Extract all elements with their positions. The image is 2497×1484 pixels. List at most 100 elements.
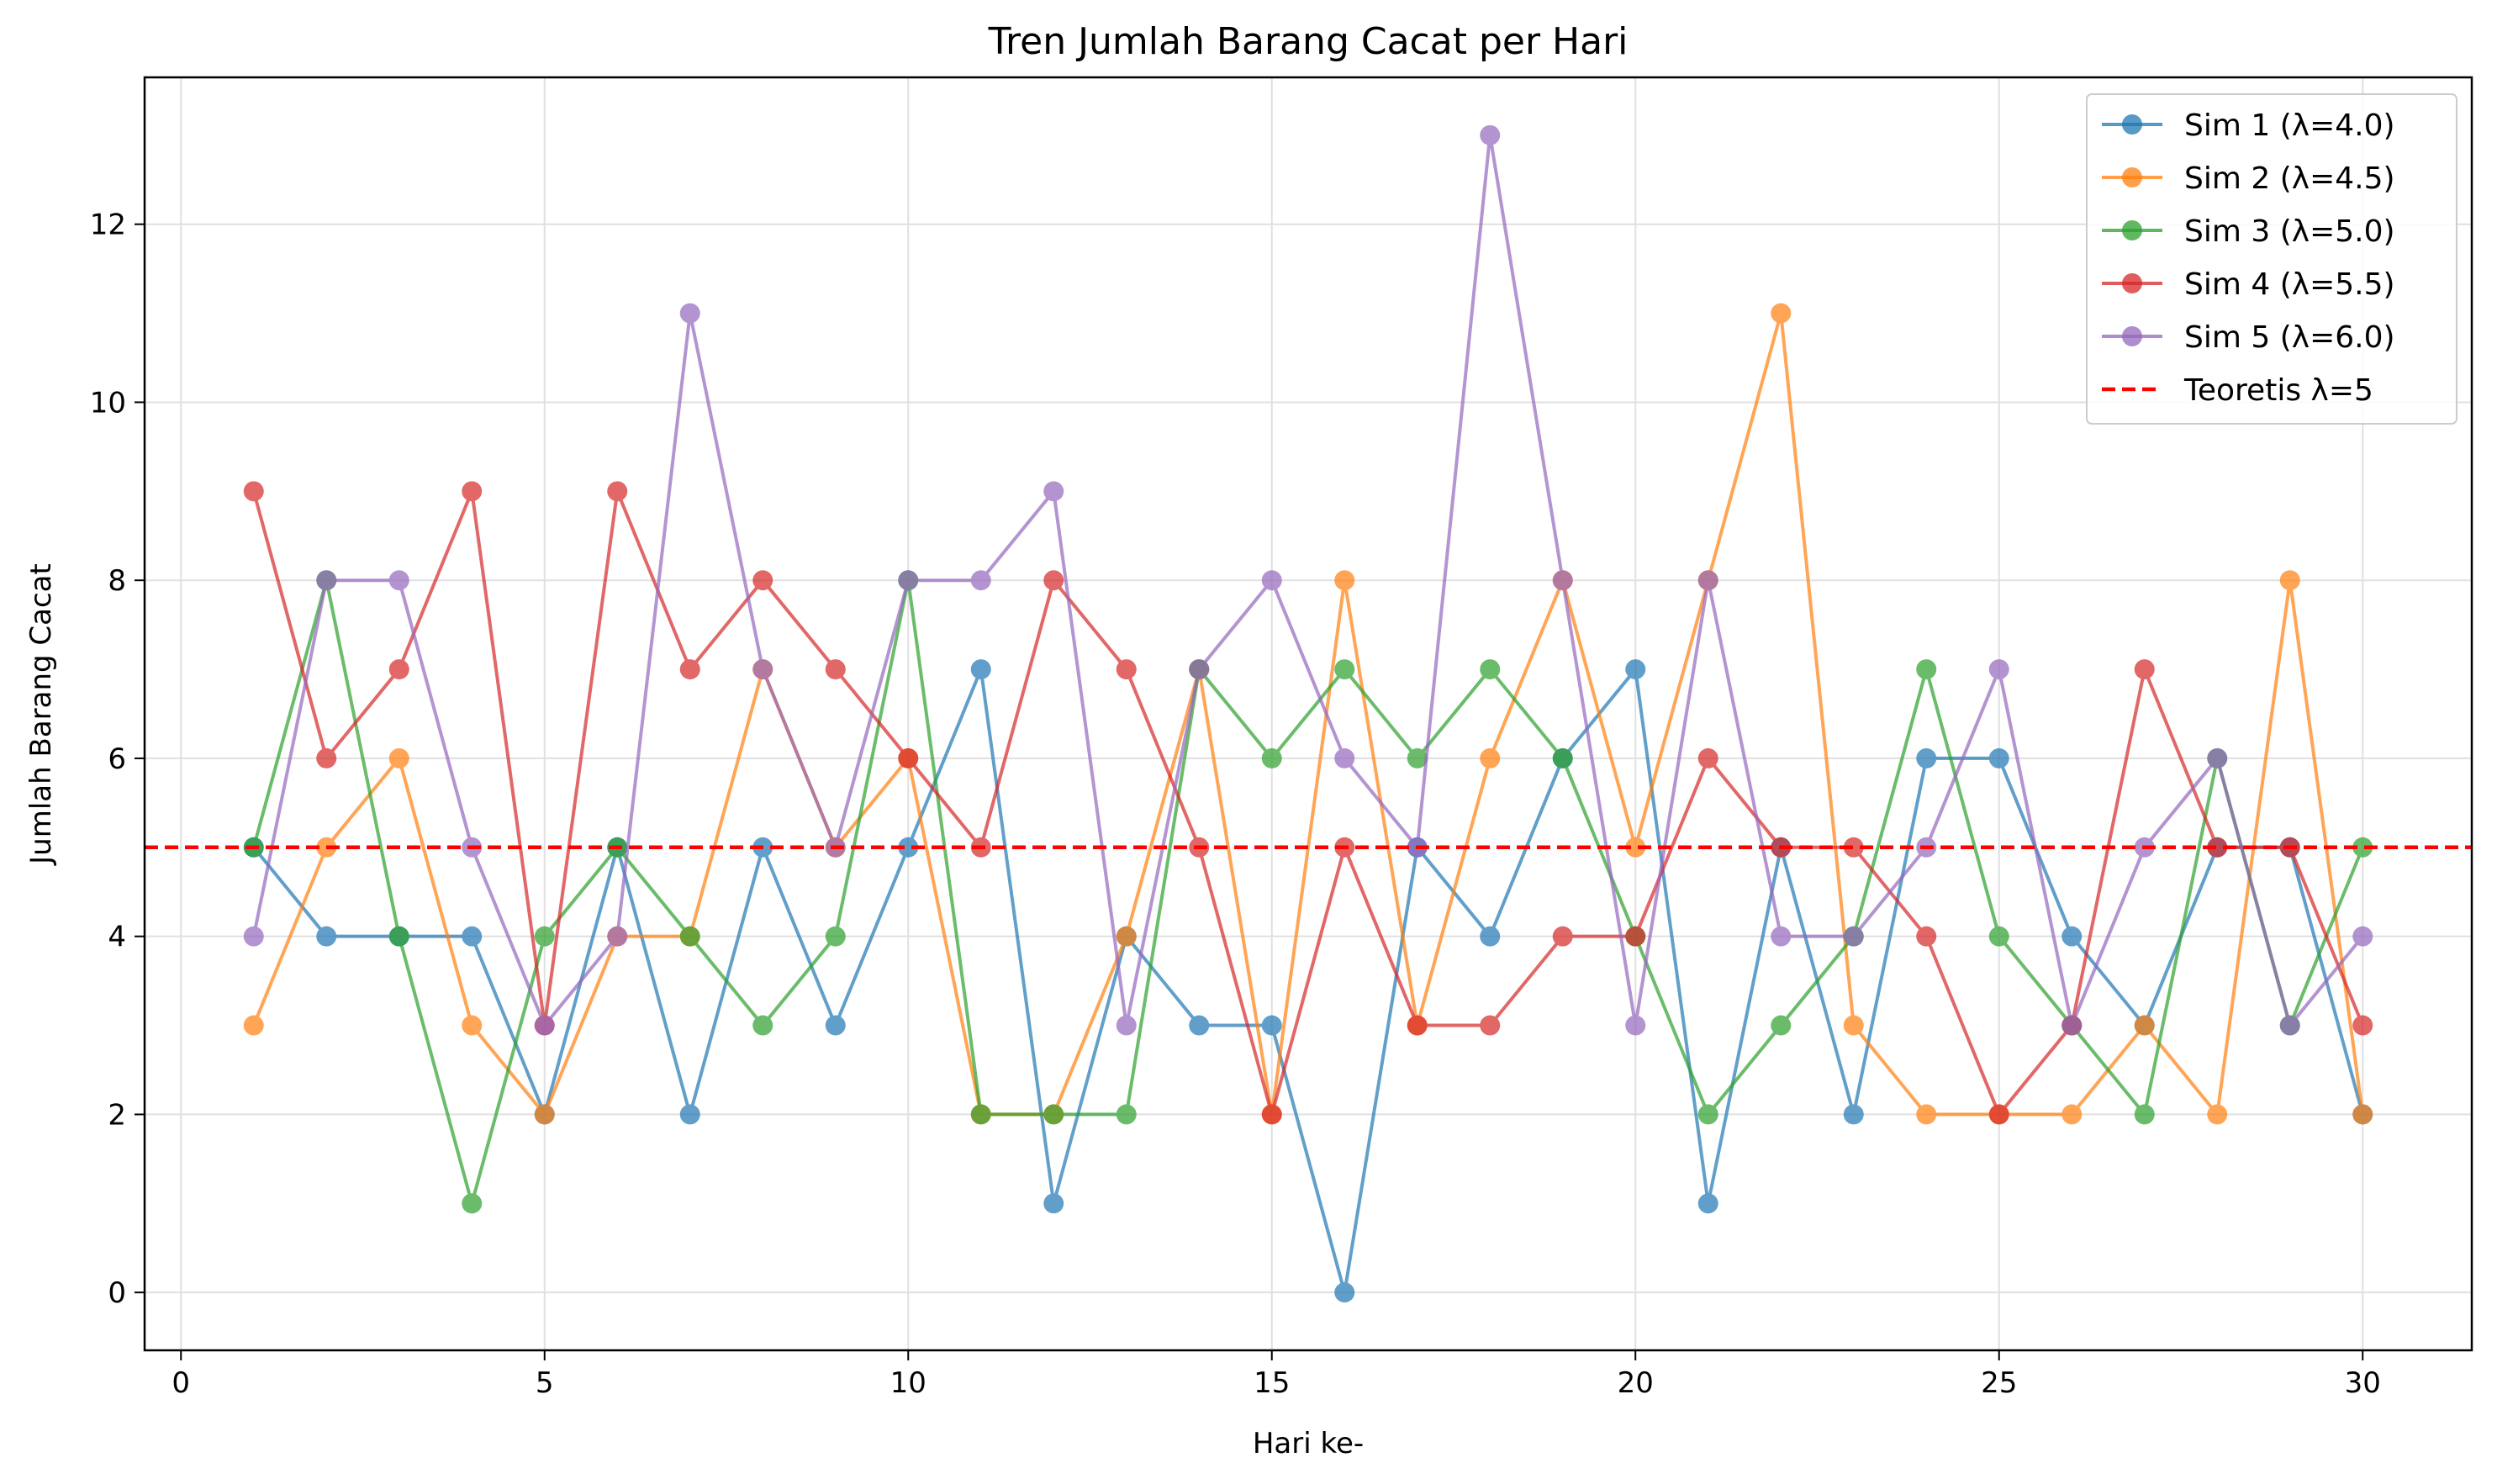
y-tick-label: 0 bbox=[108, 1276, 126, 1310]
data-point bbox=[1843, 926, 1864, 947]
data-point bbox=[825, 659, 846, 680]
data-point bbox=[1697, 1193, 1718, 1214]
x-axis: 0 5 10 15 20 25 30 bbox=[172, 1350, 2381, 1400]
data-point bbox=[1043, 570, 1064, 591]
data-point bbox=[2061, 1104, 2083, 1125]
data-point bbox=[2352, 926, 2373, 947]
data-point bbox=[534, 1015, 555, 1036]
data-point bbox=[316, 926, 337, 947]
data-point bbox=[970, 659, 991, 680]
x-tick-label: 20 bbox=[1618, 1366, 1654, 1400]
x-tick-label: 5 bbox=[536, 1366, 554, 1400]
legend-marker bbox=[2122, 114, 2142, 135]
data-point bbox=[1697, 1104, 1718, 1125]
data-point bbox=[462, 1193, 483, 1214]
data-point bbox=[2207, 1104, 2228, 1125]
data-point bbox=[534, 1104, 555, 1125]
series-4 bbox=[243, 481, 2373, 1125]
data-point bbox=[752, 1015, 773, 1036]
data-point bbox=[898, 747, 919, 768]
data-point bbox=[1625, 837, 1646, 858]
data-point bbox=[1261, 747, 1282, 768]
data-point bbox=[1480, 1015, 1501, 1036]
data-point bbox=[1480, 659, 1501, 680]
data-point bbox=[2207, 837, 2228, 858]
y-tick-label: 6 bbox=[108, 742, 126, 776]
data-point bbox=[388, 747, 409, 768]
legend-marker bbox=[2122, 273, 2142, 293]
data-point bbox=[1043, 1104, 1064, 1125]
y-tick-label: 10 bbox=[90, 386, 126, 420]
data-point bbox=[2061, 926, 2083, 947]
data-point bbox=[243, 926, 264, 947]
data-point bbox=[1480, 747, 1501, 768]
y-axis-label: Jumlah Barang Cacat bbox=[24, 563, 58, 866]
grid bbox=[145, 77, 2472, 1350]
data-point bbox=[1988, 659, 2009, 680]
data-point bbox=[2279, 1015, 2300, 1036]
data-point bbox=[2352, 1104, 2373, 1125]
data-point bbox=[2134, 1104, 2155, 1125]
data-point bbox=[752, 659, 773, 680]
y-tick-label: 4 bbox=[108, 921, 126, 954]
data-point bbox=[316, 570, 337, 591]
data-point bbox=[1480, 926, 1501, 947]
data-point bbox=[970, 1104, 991, 1125]
series-line bbox=[251, 133, 2364, 1027]
data-point bbox=[1261, 1104, 1282, 1125]
data-point bbox=[1480, 124, 1501, 145]
data-point bbox=[1116, 659, 1137, 680]
data-point bbox=[1552, 926, 1573, 947]
data-point bbox=[462, 1015, 483, 1036]
data-point bbox=[2352, 837, 2373, 858]
data-point bbox=[1407, 747, 1428, 768]
legend-item: Teoretis λ=5 bbox=[2102, 373, 2373, 408]
data-point bbox=[679, 926, 700, 947]
x-tick-label: 25 bbox=[1981, 1366, 2017, 1400]
legend-marker bbox=[2122, 167, 2142, 187]
data-point bbox=[970, 570, 991, 591]
data-point bbox=[898, 570, 919, 591]
data-point bbox=[1334, 570, 1355, 591]
chart-title: Tren Jumlah Barang Cacat per Hari bbox=[988, 20, 1629, 63]
data-point bbox=[1843, 1015, 1864, 1036]
y-tick-label: 8 bbox=[108, 564, 126, 598]
legend-item: Sim 2 (λ=4.5) bbox=[2102, 161, 2395, 196]
legend-item: Sim 3 (λ=5.0) bbox=[2102, 214, 2395, 249]
series-line bbox=[251, 578, 2365, 1206]
series-line bbox=[251, 489, 2365, 1117]
data-point bbox=[1625, 926, 1646, 947]
data-point bbox=[1988, 926, 2009, 947]
data-point bbox=[388, 926, 409, 947]
data-point bbox=[2134, 1015, 2155, 1036]
data-point bbox=[2207, 747, 2228, 768]
legend-marker bbox=[2122, 220, 2142, 240]
legend-label: Sim 4 (λ=5.5) bbox=[2184, 267, 2395, 302]
x-tick-label: 10 bbox=[890, 1366, 926, 1400]
data-point bbox=[1916, 659, 1937, 680]
data-point bbox=[607, 926, 628, 947]
x-tick-label: 0 bbox=[172, 1366, 190, 1400]
data-point bbox=[1916, 926, 1937, 947]
legend-box bbox=[2086, 93, 2457, 425]
data-point bbox=[1988, 1104, 2009, 1125]
data-point bbox=[2352, 1015, 2373, 1036]
data-point bbox=[1916, 747, 1937, 768]
data-point bbox=[898, 837, 919, 858]
plot-frame bbox=[143, 76, 2473, 1352]
y-tick-label: 2 bbox=[108, 1098, 126, 1132]
data-point bbox=[679, 659, 700, 680]
data-point bbox=[1771, 1015, 1792, 1036]
data-point bbox=[825, 926, 846, 947]
legend-item: Sim 4 (λ=5.5) bbox=[2102, 267, 2395, 302]
legend-label: Sim 1 (λ=4.0) bbox=[2184, 108, 2395, 143]
data-point bbox=[462, 481, 483, 502]
y-tick-label: 12 bbox=[90, 209, 126, 242]
data-point bbox=[1407, 1015, 1428, 1036]
data-point bbox=[1552, 747, 1573, 768]
x-tick-label: 30 bbox=[2345, 1366, 2381, 1400]
data-point bbox=[462, 926, 483, 947]
data-point bbox=[1334, 747, 1355, 768]
data-point bbox=[388, 659, 409, 680]
series-line bbox=[252, 668, 2365, 1295]
